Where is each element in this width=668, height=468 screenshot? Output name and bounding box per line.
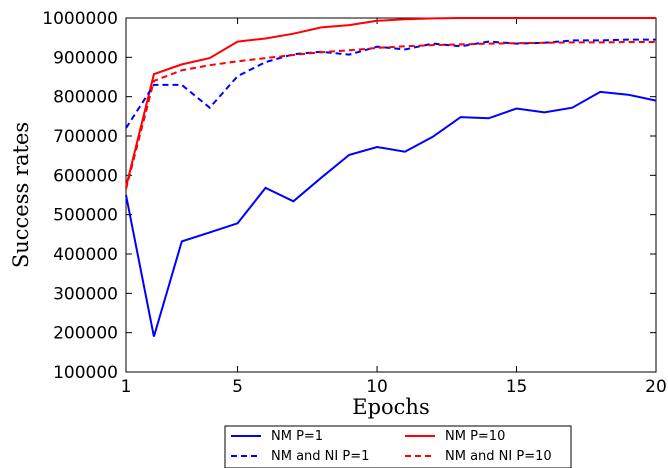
series-line-2	[125, 17, 656, 188]
legend-label: NM and NI P=1	[271, 449, 369, 464]
legend-box	[224, 425, 572, 468]
legend-label: NM P=1	[271, 429, 323, 444]
series-layer	[125, 17, 657, 337]
series-line-1	[125, 90, 657, 337]
x-tick-label: 15	[506, 377, 528, 397]
y-tick-label: 200000	[53, 324, 118, 344]
y-tick-label: 600000	[53, 166, 118, 186]
legend-label: NM P=10	[445, 429, 505, 444]
y-tick-label: 800000	[53, 88, 118, 108]
y-tick-label: 500000	[53, 206, 118, 226]
x-tick-label: 1	[121, 377, 132, 397]
y-axis: 100000 200000 300000 400000 500000 600000 7000…	[42, 9, 656, 383]
y-tick-label: 300000	[53, 284, 118, 304]
y-tick-label: 400000	[53, 245, 118, 265]
y-tick-label: 900000	[53, 48, 118, 68]
y-tick-label: 100000	[53, 363, 118, 383]
x-axis: 1 5 10 15 20	[121, 18, 667, 397]
y-tick-label: 700000	[53, 127, 118, 147]
y-axis-title: Success rates	[9, 122, 33, 268]
x-tick-label: 5	[232, 377, 243, 397]
plot-area	[125, 17, 657, 373]
series-line-3	[125, 38, 656, 129]
legend: NM P=1 NM P=10 NM and NI P=1 NM and NI P=10	[224, 425, 572, 468]
x-tick-label: 20	[645, 377, 667, 397]
x-tick-label: 10	[366, 377, 388, 397]
legend-label: NM and NI P=10	[445, 449, 552, 464]
y-tick-label: 1000000	[42, 9, 118, 29]
series-line-4	[125, 41, 656, 190]
x-axis-title: Epochs	[352, 395, 429, 419]
